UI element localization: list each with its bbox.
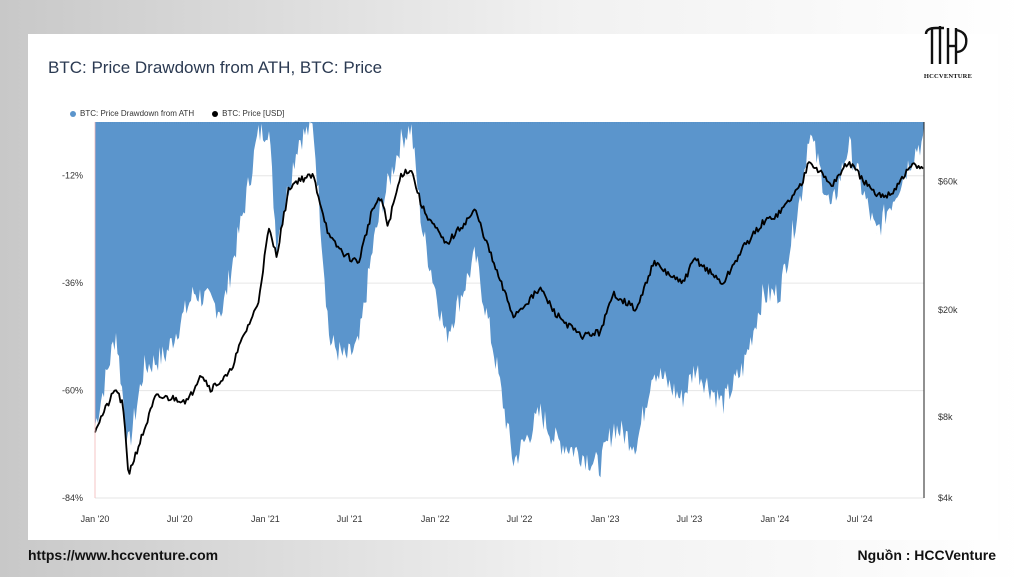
- x-tick-label: Jul '24: [847, 514, 873, 524]
- chart-plot: -12% -36% -60% -84% $60k $20k $8k $4k Jan '20 Jul…: [62, 122, 958, 524]
- y-right-tick-label: $20k: [938, 305, 958, 315]
- legend-dot-drawdown-icon: [70, 110, 76, 117]
- x-tick-label: Jan '21: [251, 514, 280, 524]
- x-tick-label: Jan '22: [421, 514, 450, 524]
- chart-title: BTC: Price Drawdown from ATH, BTC: Price: [48, 58, 383, 77]
- y-left-tick-label: -84%: [62, 493, 83, 503]
- hccventure-logo: HCCVENTURE: [920, 22, 976, 80]
- source-credit: Nguồn : HCCVenture: [857, 547, 996, 563]
- x-tick-label: Jul '23: [677, 514, 703, 524]
- y-left-tick-label: -12%: [62, 171, 83, 181]
- x-tick-label: Jan '24: [761, 514, 790, 524]
- chart-card: BTC: Price Drawdown from ATH, BTC: Price…: [28, 26, 998, 540]
- legend-item-drawdown[interactable]: BTC: Price Drawdown from ATH: [70, 109, 194, 118]
- y-right-tick-label: $60k: [938, 177, 958, 187]
- legend: BTC: Price Drawdown from ATH BTC: Price …: [70, 109, 284, 118]
- legend-item-price[interactable]: BTC: Price [USD]: [212, 109, 284, 118]
- drawdown-area: [95, 122, 924, 478]
- x-tick-label: Jul '20: [167, 514, 193, 524]
- website-url[interactable]: https://www.hccventure.com: [28, 547, 219, 563]
- x-tick-label: Jul '21: [337, 514, 363, 524]
- legend-dot-price-icon: [212, 110, 219, 117]
- logo-mark-icon: [924, 26, 968, 64]
- legend-label-price: BTC: Price [USD]: [222, 109, 285, 118]
- x-tick-label: Jan '23: [591, 514, 620, 524]
- logo-text: HCCVENTURE: [923, 73, 973, 80]
- legend-label-drawdown: BTC: Price Drawdown from ATH: [80, 109, 195, 118]
- x-tick-label: Jan '20: [81, 514, 110, 524]
- y-right-tick-label: $8k: [938, 412, 953, 422]
- y-right-tick-label: $4k: [938, 493, 953, 503]
- price-line: [94, 161, 924, 475]
- y-left-tick-label: -36%: [62, 278, 83, 288]
- y-left-tick-label: -60%: [62, 386, 83, 396]
- x-tick-label: Jul '22: [507, 514, 533, 524]
